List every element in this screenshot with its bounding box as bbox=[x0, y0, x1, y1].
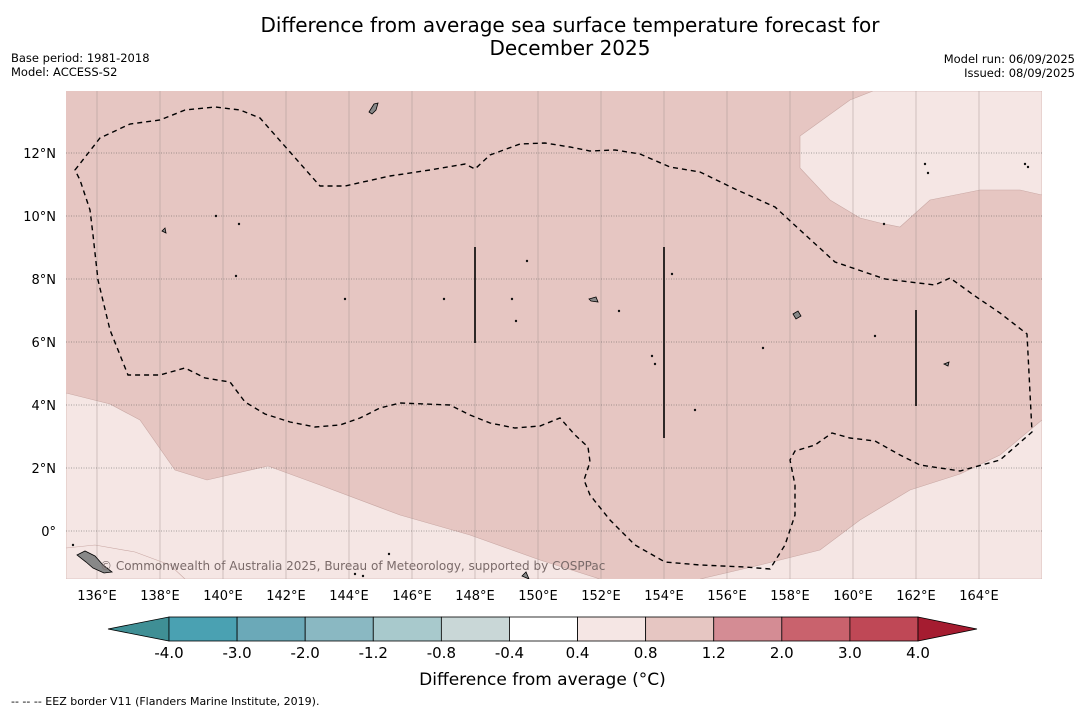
colorbar-tick-label: -2.0 bbox=[290, 644, 320, 662]
colorbar-segment bbox=[645, 616, 715, 642]
longitude-labels: 136°E 138°E 140°E 142°E 144°E 146°E 148°… bbox=[77, 589, 999, 604]
model-run-info: Model run: 06/09/2025 Issued: 08/09/2025 bbox=[944, 52, 1075, 80]
lat-label: 4°N bbox=[32, 399, 57, 414]
lon-label: 162°E bbox=[896, 589, 936, 604]
island-pohnpei bbox=[792, 310, 802, 320]
copyright-text: © Commonwealth of Australia 2025, Bureau… bbox=[100, 559, 605, 573]
lon-label: 152°E bbox=[581, 589, 621, 604]
latitude-lines bbox=[66, 152, 1042, 532]
colorbar-title: Difference from average (°C) bbox=[419, 670, 666, 690]
colorbar-tick-label: 0.4 bbox=[565, 644, 590, 662]
lon-label: 144°E bbox=[329, 589, 369, 604]
colorbar-tick-label: 2.0 bbox=[769, 644, 794, 662]
colorbar-segment bbox=[577, 616, 647, 642]
anomaly-fill-0-4-0-8-southwest bbox=[66, 544, 186, 579]
colorbar-segment bbox=[236, 616, 306, 642]
lon-label: 156°E bbox=[707, 589, 747, 604]
lon-label: 148°E bbox=[455, 589, 495, 604]
island-new-guinea bbox=[76, 550, 114, 574]
issued-text: Issued: 08/09/2025 bbox=[964, 66, 1075, 80]
lon-label: 146°E bbox=[392, 589, 432, 604]
anomaly-fill-0-4-0-8-northeast bbox=[799, 91, 1042, 228]
eez-legend-note: -- -- -- EEZ border V11 (Flanders Marine… bbox=[11, 695, 320, 708]
map-title-line1: Difference from average sea surface temp… bbox=[260, 13, 880, 37]
colorbar-tick-label: -4.0 bbox=[154, 644, 184, 662]
lat-label: 8°N bbox=[32, 273, 57, 288]
colorbar-tick-label: 3.0 bbox=[837, 644, 862, 662]
lon-label: 138°E bbox=[140, 589, 180, 604]
lon-label: 158°E bbox=[770, 589, 810, 604]
colorbar-extend-low bbox=[107, 616, 170, 642]
colorbar-tick-label: 0.8 bbox=[633, 644, 658, 662]
map-plot-area bbox=[66, 91, 1042, 579]
lon-label: 142°E bbox=[266, 589, 306, 604]
lon-label: 150°E bbox=[518, 589, 558, 604]
colorbar-segment bbox=[168, 616, 238, 642]
colorbar-tick-label: -0.8 bbox=[426, 644, 456, 662]
base-period-info: Base period: 1981-2018 Model: ACCESS-S2 bbox=[11, 51, 150, 79]
colorbar-tick-label: -3.0 bbox=[222, 644, 252, 662]
lon-label: 140°E bbox=[203, 589, 243, 604]
anomaly-fill-0-4-0-8-south bbox=[66, 392, 601, 579]
colorbar-tick-label: -1.2 bbox=[358, 644, 388, 662]
model-text: Model: ACCESS-S2 bbox=[11, 65, 118, 79]
lon-label: 160°E bbox=[833, 589, 873, 604]
colorbar-segment bbox=[849, 616, 919, 642]
island-south bbox=[521, 571, 530, 579]
colorbar-segment bbox=[781, 616, 851, 642]
lat-label: 2°N bbox=[32, 462, 57, 477]
colorbar-segment bbox=[509, 616, 578, 642]
boundary-segments bbox=[474, 247, 917, 438]
map-title-line2: December 2025 bbox=[489, 36, 651, 60]
colorbar-segment bbox=[372, 616, 442, 642]
lon-label: 154°E bbox=[644, 589, 684, 604]
colorbar-segment bbox=[440, 616, 510, 642]
lat-label: 6°N bbox=[32, 336, 57, 351]
colorbar-segment bbox=[713, 616, 783, 642]
lon-label: 136°E bbox=[77, 589, 117, 604]
colorbar-extend-high bbox=[917, 616, 978, 642]
eez-border bbox=[74, 106, 1033, 570]
lon-label: 164°E bbox=[959, 589, 999, 604]
lat-label: 10°N bbox=[23, 210, 56, 225]
base-period-text: Base period: 1981-2018 bbox=[11, 51, 150, 65]
latitude-labels: 12°N 10°N 8°N 6°N 4°N 2°N 0° bbox=[23, 147, 56, 540]
colorbar bbox=[107, 616, 978, 642]
island-small bbox=[161, 227, 167, 234]
island-guam bbox=[368, 102, 379, 115]
island-kosrae bbox=[943, 361, 950, 367]
colorbar-segment bbox=[304, 616, 374, 642]
colorbar-tick-label: 1.2 bbox=[701, 644, 726, 662]
model-run-text: Model run: 06/09/2025 bbox=[943, 52, 1075, 66]
colorbar-tick-label: 4.0 bbox=[906, 644, 930, 662]
islands bbox=[71, 102, 1030, 579]
lat-label: 0° bbox=[41, 525, 56, 540]
map-title: Difference from average sea surface temp… bbox=[0, 14, 1085, 60]
colorbar-tick-label: -0.4 bbox=[494, 644, 525, 662]
lat-label: 12°N bbox=[23, 147, 56, 162]
island-chuuk bbox=[588, 296, 599, 303]
